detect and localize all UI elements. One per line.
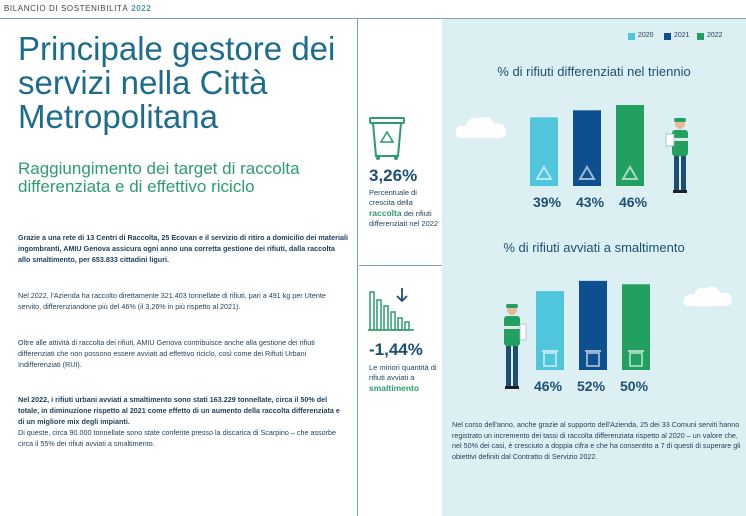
paragraph-3: Oltre alle attività di raccolta dei rifi…: [18, 338, 315, 369]
legend-swatch-2020: [628, 33, 635, 40]
chart-2-label-2021: 52%: [577, 378, 606, 394]
worker-illustration: [504, 304, 527, 389]
cloud-icon: [683, 286, 732, 306]
chart-2-title: % di rifiuti avviati a smaltimento: [503, 240, 685, 255]
legend-label-2021: 2021: [674, 32, 690, 39]
chart-2-label-2022: 50%: [620, 378, 649, 394]
stat-highlight-smaltimento: smaltimento: [369, 383, 420, 393]
paragraph-4: Nel 2022, i rifiuti urbani avviati a sma…: [18, 394, 348, 449]
paragraph-4-bold: Nel 2022, i rifiuti urbani avviati a sma…: [18, 395, 340, 426]
chart-1-label-2021: 43%: [576, 194, 605, 210]
chart-2-label-2020: 46%: [534, 378, 563, 394]
stats-column: [359, 19, 442, 516]
bar-2022: [622, 284, 650, 370]
stat-value-raccolta: 3,26%: [369, 166, 418, 185]
recycle-icon: [578, 165, 596, 180]
header-year: 2022: [131, 4, 152, 13]
stat-highlight-raccolta: raccolta: [369, 208, 402, 218]
chart-1-label-2020: 39%: [533, 194, 562, 210]
stat-desc-smaltimento: Le minori quantità di rifiuti avviati a …: [369, 363, 439, 394]
header-prefix: BILANCIO DI SOSTENIBILITÀ: [4, 4, 129, 13]
legend-swatch-2022: [697, 33, 704, 40]
trash-bin-icon: [628, 350, 644, 367]
trash-bin-icon: [585, 350, 601, 367]
bar-2021: [579, 280, 607, 370]
recycle-bin-icon: [369, 117, 405, 160]
stat-desc-raccolta: Percentuale di crescita della raccolta d…: [369, 188, 439, 229]
chart-1-title: % di rifiuti differenziati nel triennio: [497, 64, 691, 79]
decreasing-bars-icon: [368, 288, 414, 331]
chart-1-label-2022: 46%: [619, 194, 648, 210]
trash-bin-icon: [542, 350, 558, 367]
footnote: Nel corso dell'anno, anche grazie al sup…: [452, 420, 741, 461]
chart-2-bars: [536, 280, 650, 370]
report-header: BILANCIO DI SOSTENIBILITÀ 2022: [4, 4, 151, 13]
bar-2022: [616, 105, 644, 186]
chart-1-bars: [530, 105, 644, 186]
legend-swatch-2021: [664, 33, 671, 40]
stats-divider: [359, 265, 442, 266]
section-subtitle: Raggiungimento dei target di raccolta di…: [18, 159, 300, 196]
stat-value-smaltimento: -1,44%: [369, 340, 423, 359]
worker-illustration: [665, 118, 688, 193]
bar-2020: [536, 291, 564, 370]
bar-2021: [573, 110, 601, 186]
page-header: BILANCIO DI SOSTENIBILITÀ 2022: [0, 0, 746, 18]
stat-desc-raccolta-post: dei rifiuti differenziati nel 2022: [369, 209, 439, 228]
cloud-icon: [455, 116, 506, 138]
recycle-icon: [621, 165, 639, 180]
page-frame: [0, 18, 746, 516]
paragraph-1: Grazie a una rete di 13 Centri di Raccol…: [18, 233, 348, 264]
legend-label-2020: 2020: [638, 32, 654, 39]
stat-desc-raccolta-pre: Percentuale di crescita della: [369, 188, 417, 207]
stat-desc-smaltimento-pre: Le minori quantità di rifiuti avviati a: [369, 363, 437, 382]
bar-2020: [530, 117, 558, 186]
left-column: [0, 19, 358, 516]
paragraph-2: Nel 2022, l'Azienda ha raccolto direttam…: [18, 291, 326, 311]
legend-label-2022: 2022: [707, 32, 723, 39]
recycle-icon: [535, 165, 553, 180]
infographic-panel: [442, 19, 746, 516]
paragraph-5: Di queste, circa 90.000 tonnellate sono …: [18, 428, 337, 448]
page-title: Principale gestore dei servizi nella Cit…: [18, 30, 336, 135]
